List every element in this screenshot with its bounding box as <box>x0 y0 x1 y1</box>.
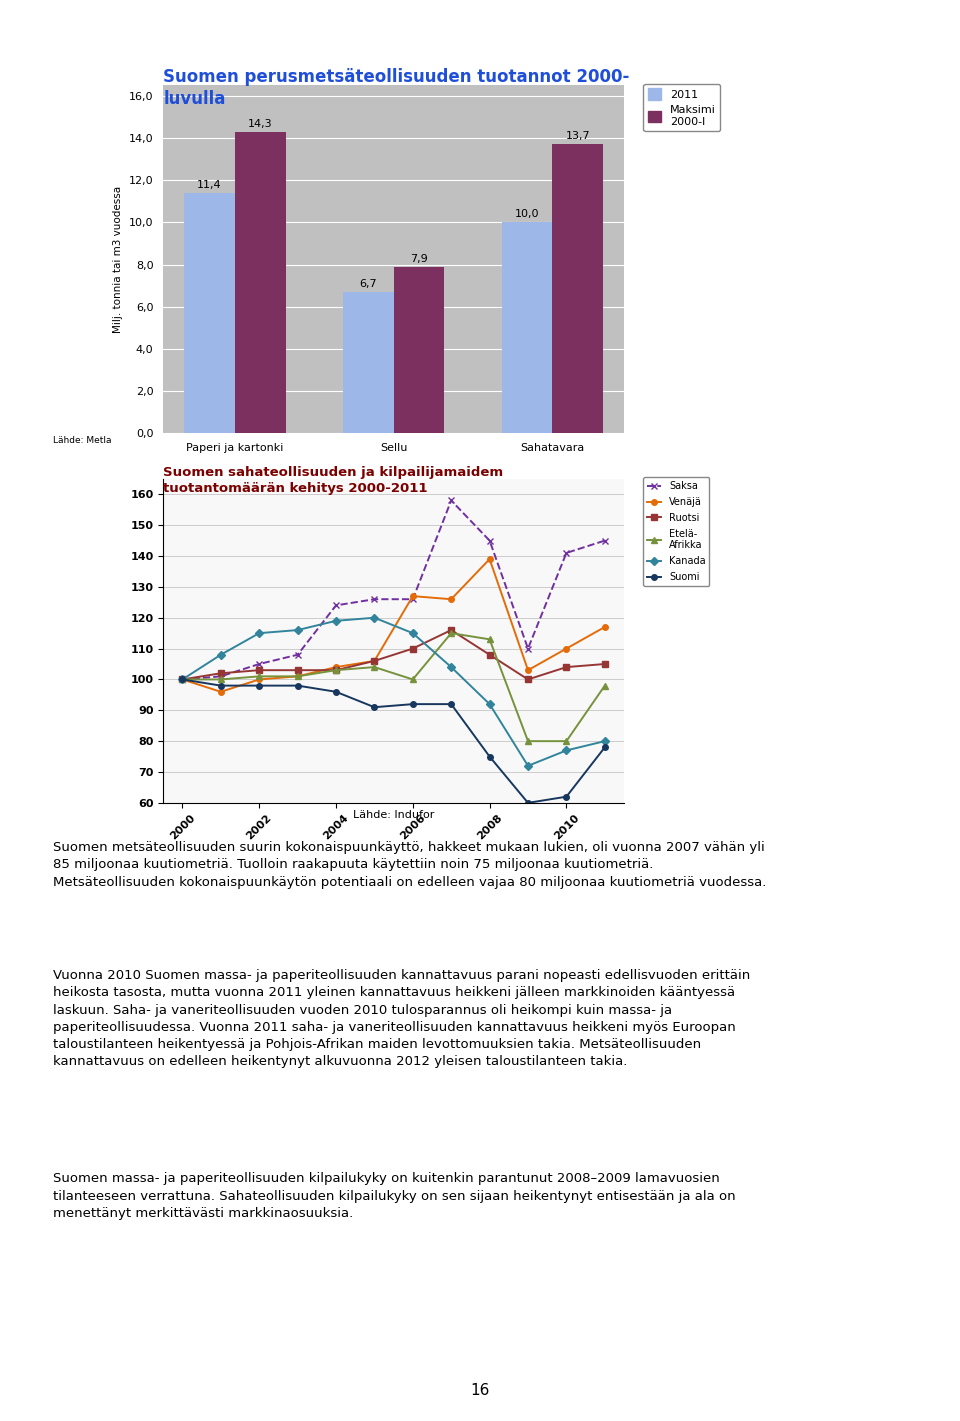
Text: Lähde: Indufor: Lähde: Indufor <box>353 810 434 820</box>
Bar <box>184 193 235 433</box>
Text: 10,0: 10,0 <box>515 209 540 219</box>
Text: 16: 16 <box>470 1384 490 1398</box>
Legend: 2011, Maksimi
2000-l: 2011, Maksimi 2000-l <box>643 84 720 131</box>
Bar <box>235 132 286 433</box>
Text: Suomen massa- ja paperiteollisuuden kilpailukyky on kuitenkin parantunut 2008–20: Suomen massa- ja paperiteollisuuden kilp… <box>53 1172 735 1219</box>
Legend: Saksa, Venäjä, Ruotsi, Etelä-
Afrikka, Kanada, Suomi: Saksa, Venäjä, Ruotsi, Etelä- Afrikka, K… <box>642 477 709 585</box>
Bar <box>394 267 444 433</box>
Text: 13,7: 13,7 <box>565 131 590 141</box>
Text: Suomen perusmetsäteollisuuden tuotannot 2000-
luvulla: Suomen perusmetsäteollisuuden tuotannot … <box>163 68 630 108</box>
Y-axis label: Milj. tonnia tai m3 vuodessa: Milj. tonnia tai m3 vuodessa <box>113 186 123 333</box>
Text: Lähde: Metla: Lähde: Metla <box>53 436 111 445</box>
Text: 14,3: 14,3 <box>248 118 273 128</box>
Text: Suomen metsäteollisuuden suurin kokonaispuunkäyttö, hakkeet mukaan lukien, oli v: Suomen metsäteollisuuden suurin kokonais… <box>53 841 766 888</box>
Text: Suomen sahateollisuuden ja kilpailijamaidem
tuotantomäärän kehitys 2000-2011: Suomen sahateollisuuden ja kilpailijamai… <box>163 466 503 495</box>
Bar <box>501 223 552 433</box>
Text: 7,9: 7,9 <box>410 253 428 263</box>
Text: Vuonna 2010 Suomen massa- ja paperiteollisuuden kannattavuus parani nopeasti ede: Vuonna 2010 Suomen massa- ja paperiteoll… <box>53 969 750 1069</box>
Text: 6,7: 6,7 <box>359 279 377 288</box>
Bar <box>343 293 394 433</box>
Text: 11,4: 11,4 <box>197 179 222 190</box>
Bar <box>552 145 603 433</box>
